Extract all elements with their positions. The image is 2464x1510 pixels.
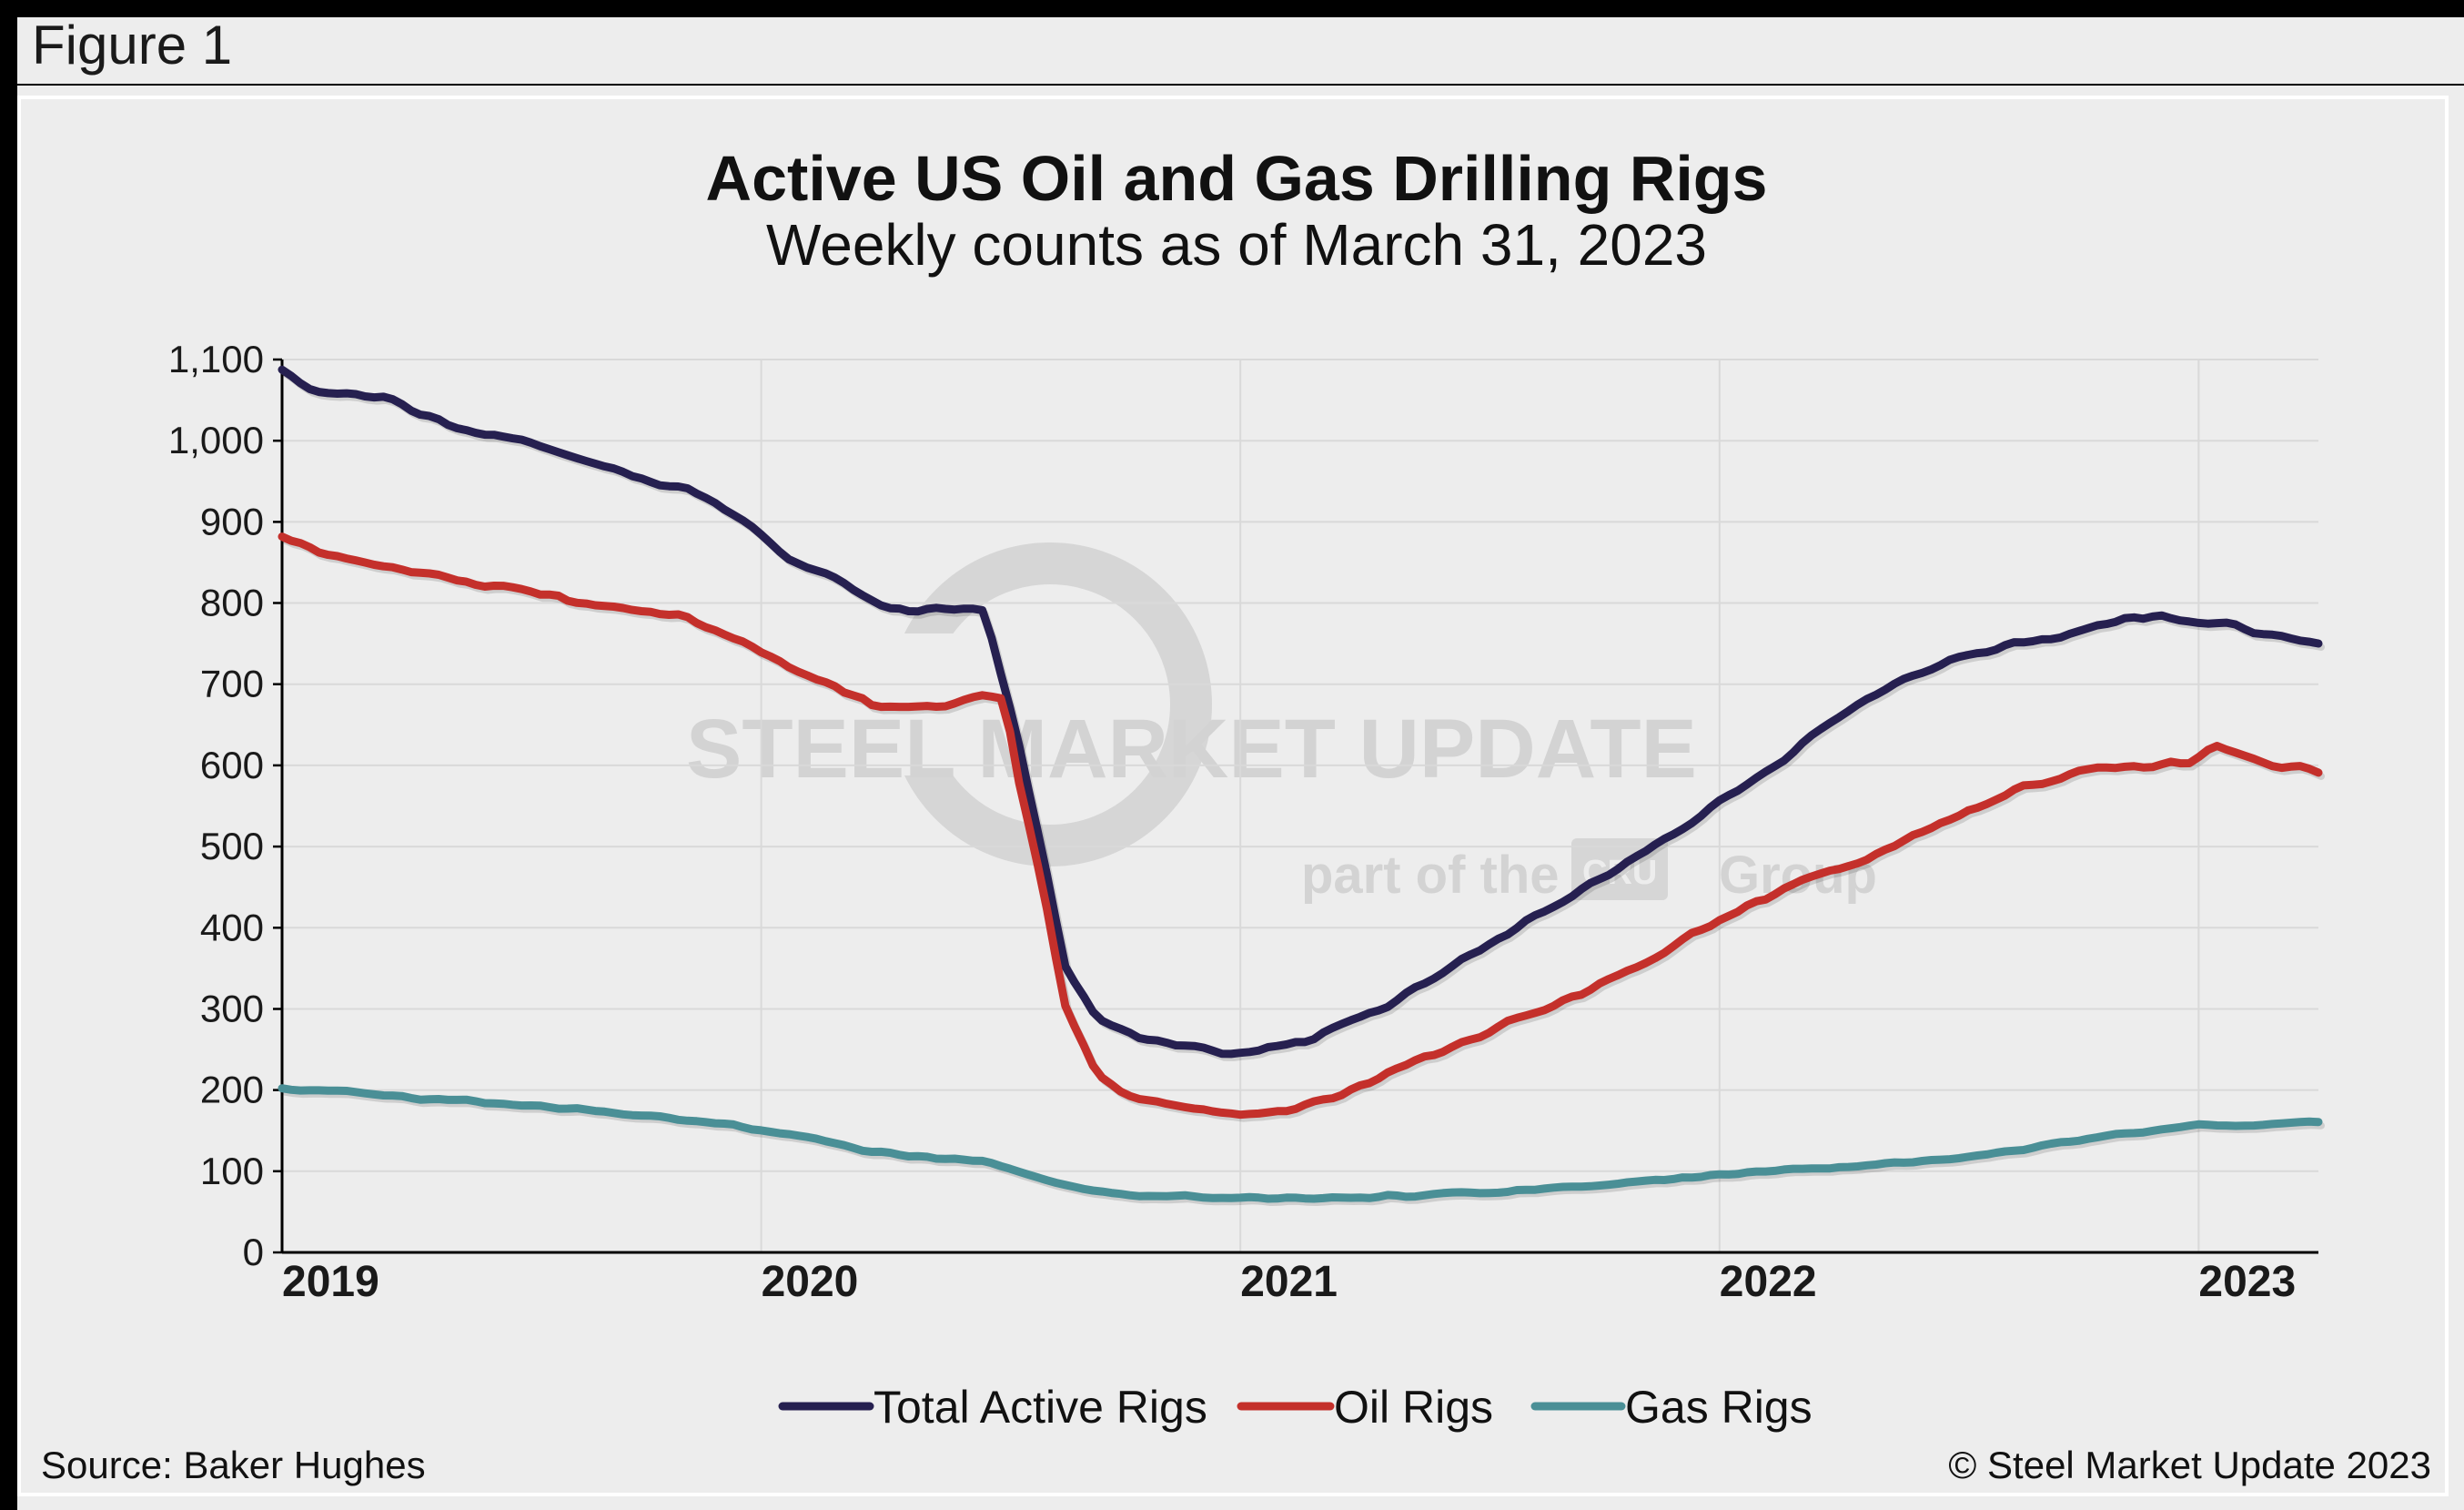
svg-text:1,100: 1,100 — [168, 338, 264, 380]
svg-text:2020: 2020 — [762, 1258, 859, 1306]
svg-text:Group: Group — [1719, 846, 1877, 905]
svg-text:600: 600 — [200, 744, 264, 786]
svg-text:100: 100 — [200, 1150, 264, 1192]
svg-text:Gas Rigs: Gas Rigs — [1625, 1382, 1813, 1433]
svg-text:part of the: part of the — [1301, 846, 1560, 905]
svg-text:2019: 2019 — [282, 1258, 379, 1306]
svg-text:Total Active Rigs: Total Active Rigs — [874, 1382, 1207, 1433]
svg-text:500: 500 — [200, 825, 264, 867]
svg-text:STEEL MARKET UPDATE: STEEL MARKET UPDATE — [686, 703, 1697, 796]
svg-text:800: 800 — [200, 582, 264, 624]
svg-text:Oil Rigs: Oil Rigs — [1334, 1382, 1493, 1433]
svg-text:2023: 2023 — [2198, 1258, 2296, 1306]
svg-text:900: 900 — [200, 500, 264, 542]
svg-text:200: 200 — [200, 1069, 264, 1111]
svg-text:300: 300 — [200, 988, 264, 1030]
svg-text:1,000: 1,000 — [168, 419, 264, 461]
svg-text:2022: 2022 — [1720, 1258, 1817, 1306]
svg-text:2021: 2021 — [1240, 1258, 1338, 1306]
svg-text:0: 0 — [243, 1231, 264, 1273]
svg-text:700: 700 — [200, 663, 264, 705]
svg-text:400: 400 — [200, 906, 264, 948]
